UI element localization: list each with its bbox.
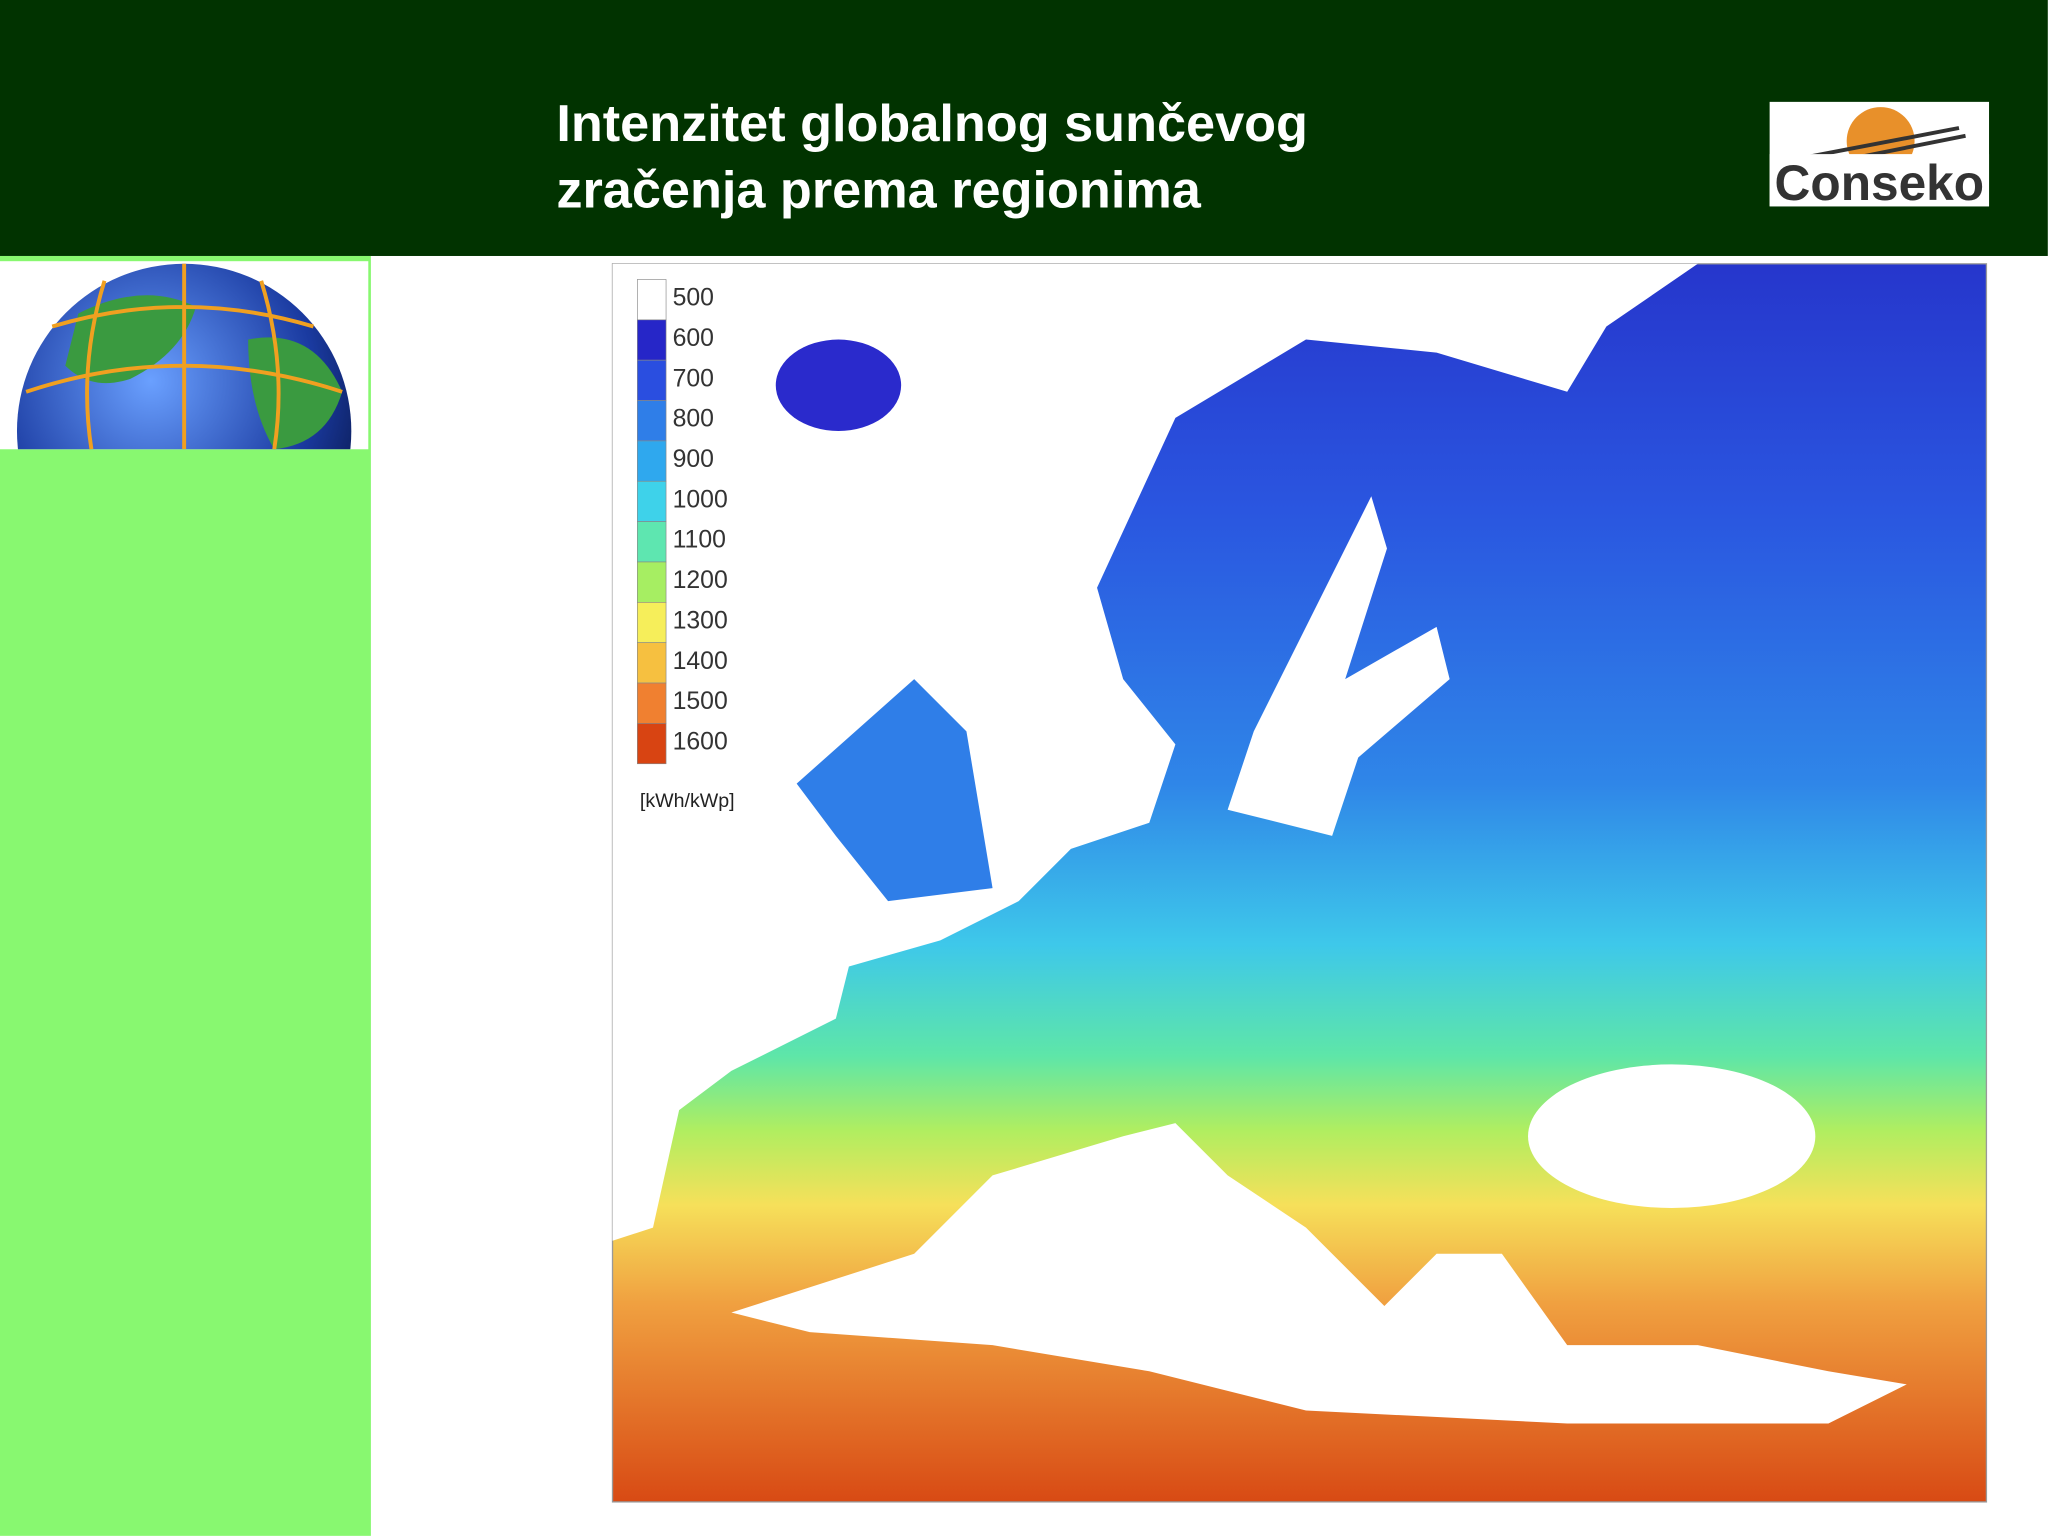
legend-swatch xyxy=(637,480,667,522)
legend-swatch xyxy=(637,400,667,442)
legend-swatch xyxy=(637,642,667,684)
sea xyxy=(731,1123,1907,1424)
legend-swatch xyxy=(637,561,667,603)
sea xyxy=(1227,496,1450,836)
legend-label: 1400 xyxy=(673,648,728,675)
legend-label: 1300 xyxy=(673,607,728,634)
legend-label: 500 xyxy=(673,285,714,312)
land xyxy=(775,339,902,431)
legend-label: 1500 xyxy=(673,688,728,715)
legend-unit: [kWh/kWp] xyxy=(640,790,735,812)
sea xyxy=(612,263,1698,1241)
sea xyxy=(1528,1064,1816,1209)
legend-label: 600 xyxy=(673,325,714,352)
logo-text: Conseko xyxy=(1775,155,1985,211)
side-panel xyxy=(0,255,371,1536)
legend-label: 1200 xyxy=(673,567,728,594)
legend-swatch xyxy=(637,319,667,361)
logo: Conseko xyxy=(1769,101,1990,211)
title-line: Intenzitet globalnog sunčevog xyxy=(556,95,1308,153)
legend-swatch xyxy=(637,682,667,724)
legend-label: 1000 xyxy=(673,486,728,513)
legend-label: 800 xyxy=(673,406,714,433)
legend: 500 600 700 800 900 1000 1100 1200 1300 1400 1500 1… xyxy=(637,279,728,765)
legend-swatch xyxy=(637,723,667,765)
header-bar xyxy=(0,0,2048,256)
legend-label: 900 xyxy=(673,446,714,473)
land xyxy=(796,679,993,902)
legend-swatch xyxy=(637,279,667,321)
globe-image xyxy=(0,261,369,450)
map: 500 600 700 800 900 1000 1100 1200 1300 1400 1500 1… xyxy=(611,263,1988,1503)
legend-swatch xyxy=(637,602,667,644)
legend-label: 1600 xyxy=(673,729,728,756)
legend-swatch xyxy=(637,440,667,482)
legend-swatch xyxy=(637,359,667,401)
legend-label: 1100 xyxy=(673,527,726,554)
title-line: zračenja prema regionima xyxy=(556,162,1201,220)
legend-label: 700 xyxy=(673,365,714,392)
legend-swatch xyxy=(637,521,667,563)
